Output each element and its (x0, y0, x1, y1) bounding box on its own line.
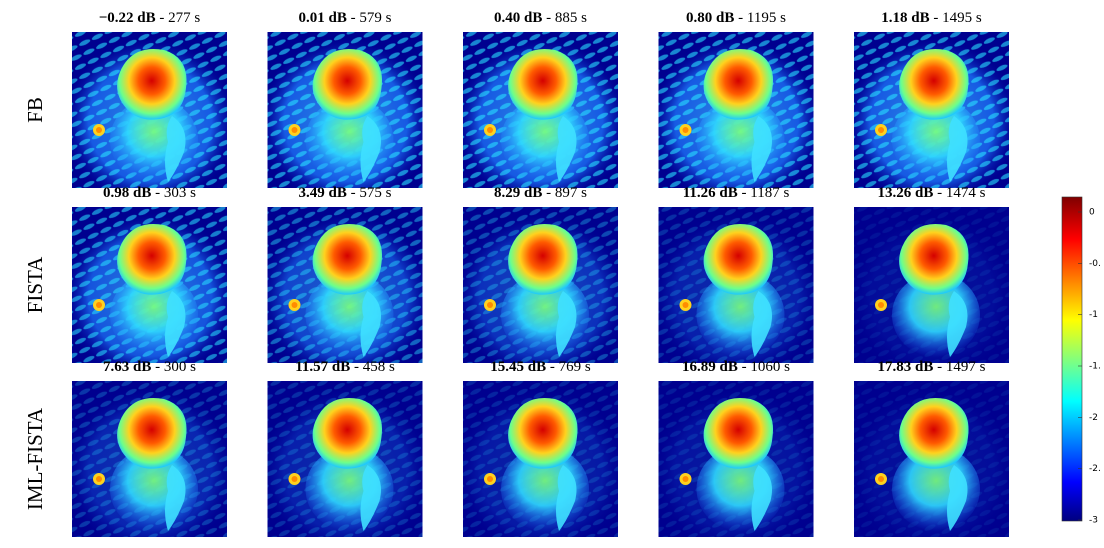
time-value: - 1187 s (738, 185, 790, 201)
time-value: - 1060 s (738, 359, 790, 375)
reconstruction-image (658, 32, 814, 188)
panel-caption: 15.45 dB - 769 s (490, 359, 591, 375)
time-value: - 575 s (347, 185, 392, 201)
panel-caption: 3.49 dB - 575 s (299, 185, 392, 201)
panel-caption: 0.98 dB - 303 s (103, 185, 196, 201)
panel-caption: 0.40 dB - 885 s (494, 10, 587, 26)
snr-value: 0.80 dB (686, 10, 734, 26)
snr-value: 8.29 dB (494, 185, 542, 201)
panel-caption: 13.26 dB - 1474 s (878, 185, 986, 201)
snr-value: 11.26 dB (683, 185, 738, 201)
panel-caption: 11.26 dB - 1187 s (683, 185, 790, 201)
time-value: - 897 s (542, 185, 587, 201)
colorbar-tick-label: -2 (1089, 413, 1098, 423)
reconstruction-image (463, 32, 618, 188)
colorbar-tick-label: -1 (1089, 310, 1098, 320)
snr-value: 1.18 dB (881, 10, 929, 26)
snr-value: 13.26 dB (878, 185, 934, 201)
colorbar-tick-label: -0. (1089, 259, 1101, 269)
time-value: - 1195 s (734, 10, 786, 26)
snr-value: −0.22 dB (99, 10, 156, 26)
panel-caption: 7.63 dB - 300 s (103, 359, 196, 375)
time-value: - 579 s (347, 10, 392, 26)
time-value: - 1474 s (933, 185, 985, 201)
reconstruction-image (854, 381, 1009, 537)
reconstruction-image (658, 381, 814, 537)
colorbar-tick-label: -1. (1089, 362, 1101, 372)
snr-value: 17.83 dB (878, 359, 934, 375)
snr-value: 16.89 dB (682, 359, 738, 375)
row-label: FISTA (23, 256, 47, 313)
reconstruction-image (267, 207, 423, 363)
reconstruction-image (463, 381, 618, 537)
colorbar-tick-label: 0 (1089, 208, 1095, 218)
time-value: - 303 s (151, 185, 196, 201)
panel-caption: 1.18 dB - 1495 s (881, 10, 982, 26)
snr-value: 0.01 dB (299, 10, 347, 26)
panel-caption: 8.29 dB - 897 s (494, 185, 587, 201)
reconstruction-image (267, 32, 423, 188)
reconstruction-image (854, 32, 1009, 188)
panel-caption: 16.89 dB - 1060 s (682, 359, 790, 375)
snr-value: 0.98 dB (103, 185, 151, 201)
panel-caption: −0.22 dB - 277 s (99, 10, 201, 26)
snr-value: 0.40 dB (494, 10, 542, 26)
snr-value: 11.57 dB (295, 359, 350, 375)
colorbar-tick-label: -2. (1089, 464, 1101, 474)
panel-caption: 11.57 dB - 458 s (295, 359, 395, 375)
time-value: - 458 s (350, 359, 395, 375)
time-value: - 1497 s (933, 359, 985, 375)
snr-value: 3.49 dB (299, 185, 347, 201)
row-label: FB (23, 97, 47, 123)
time-value: - 300 s (151, 359, 196, 375)
snr-value: 7.63 dB (103, 359, 151, 375)
panel-caption: 0.80 dB - 1195 s (686, 10, 786, 26)
time-value: - 277 s (156, 10, 201, 26)
panel-caption: 17.83 dB - 1497 s (878, 359, 986, 375)
reconstruction-image (267, 381, 423, 537)
reconstruction-image (72, 381, 227, 537)
time-value: - 885 s (542, 10, 587, 26)
time-value: - 769 s (546, 359, 591, 375)
row-label: IML-FISTA (23, 407, 47, 510)
colorbar-tick-label: -3 (1089, 516, 1098, 526)
colorbar (1061, 196, 1083, 522)
reconstruction-image (72, 32, 227, 188)
panel-caption: 0.01 dB - 579 s (299, 10, 392, 26)
reconstruction-image (463, 207, 618, 363)
reconstruction-image (72, 207, 227, 363)
reconstruction-image (854, 207, 1009, 363)
time-value: - 1495 s (930, 10, 982, 26)
reconstruction-image (658, 207, 814, 363)
snr-value: 15.45 dB (490, 359, 546, 375)
